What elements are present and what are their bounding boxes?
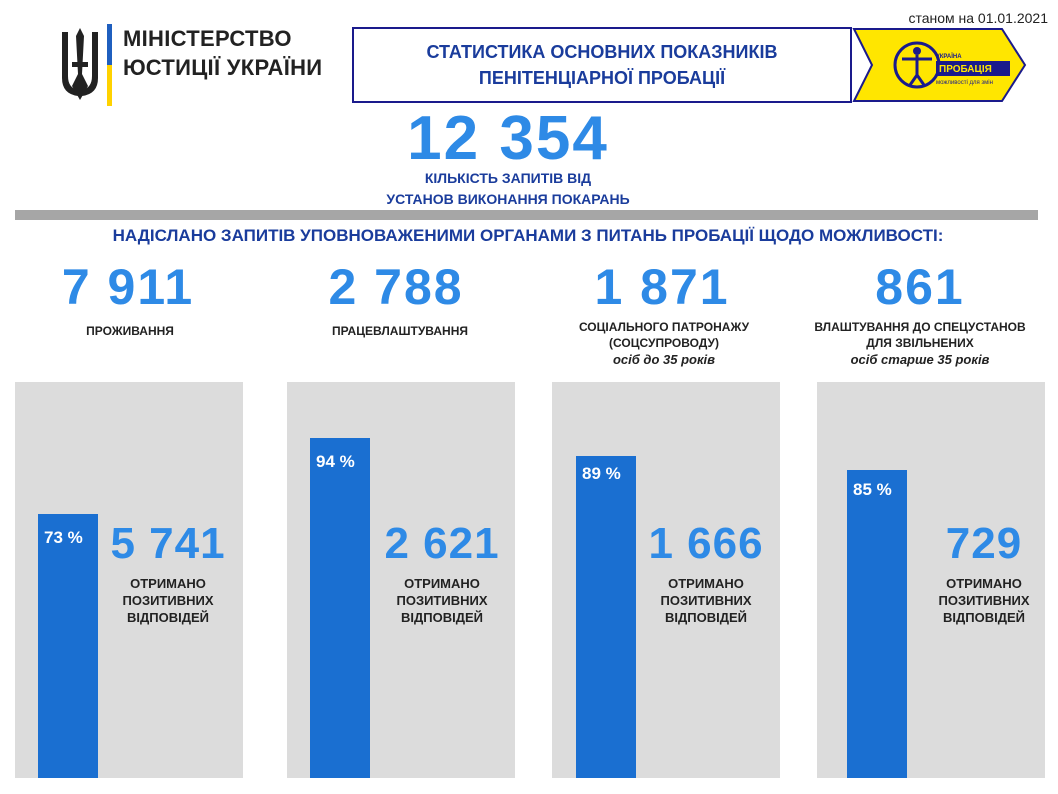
flag-stripe <box>107 24 112 106</box>
positive-label-line-3: ВІДПОВІДЕЙ <box>401 610 483 625</box>
total-label-line-2: УСТАНОВ ВИКОНАННЯ ПОКАРАНЬ <box>386 191 630 207</box>
positive-label-line-1: ОТРИМАНО <box>404 576 480 591</box>
category-label-line-2: ДЛЯ ЗВІЛЬНЕНИХ <box>866 336 974 350</box>
positive-label-line-1: ОТРИМАНО <box>130 576 206 591</box>
positive-label-line-2: ПОЗИТИВНИХ <box>122 593 214 608</box>
positive-label-line-2: ПОЗИТИВНИХ <box>938 593 1030 608</box>
category-label-line-1: ПРОЖИВАННЯ <box>86 324 174 338</box>
total-requests-value: 12 354 <box>407 104 609 173</box>
positive-label: ОТРИМАНО ПОЗИТИВНИХ ВІДПОВІДЕЙ <box>98 575 238 626</box>
percent-label: 94 % <box>316 452 355 471</box>
category-label-line-1: СОЦІАЛЬНОГО ПАТРОНАЖУ <box>578 320 750 334</box>
percent-label: 85 % <box>853 480 892 499</box>
percent-label: 73 % <box>44 528 83 547</box>
report-date: станом на 01.01.2021 <box>908 10 1048 26</box>
ministry-line-1: МІНІСТЕРСТВО <box>123 26 292 51</box>
requests-value: 861 <box>875 259 965 315</box>
report-title-line-1: СТАТИСТИКА ОСНОВНИХ ПОКАЗНИКІВ <box>426 42 778 62</box>
positive-label-line-3: ВІДПОВІДЕЙ <box>943 610 1025 625</box>
trident-icon <box>62 28 98 100</box>
requests-value: 2 788 <box>328 259 464 315</box>
category-label-line-1: ВЛАШТУВАННЯ ДО СПЕЦУСТАНОВ <box>814 320 1026 334</box>
logo-main-text: ПРОБАЦІЯ <box>939 64 992 75</box>
positive-value: 1 666 <box>648 519 764 568</box>
requests-value: 7 911 <box>61 259 195 315</box>
positive-label: ОТРИМАНО ПОЗИТИВНИХ ВІДПОВІДЕЙ <box>636 575 776 626</box>
positive-value: 2 621 <box>384 519 500 568</box>
report-title-line-2: ПЕНІТЕНЦІАРНОЇ ПРОБАЦІЇ <box>478 68 726 88</box>
positive-share-bar: 94 % <box>310 438 370 778</box>
ministry-line-2: ЮСТИЦІЇ УКРАЇНИ <box>123 55 323 80</box>
positive-label-line-2: ПОЗИТИВНИХ <box>396 593 488 608</box>
positive-label-line-1: ОТРИМАНО <box>668 576 744 591</box>
category-label: ПРОЖИВАННЯ <box>10 323 250 339</box>
report-title-box: СТАТИСТИКА ОСНОВНИХ ПОКАЗНИКІВ ПЕНІТЕНЦІ… <box>352 27 852 103</box>
positive-value: 5 741 <box>110 519 226 568</box>
positive-share-bar: 73 % <box>38 514 98 778</box>
category-label-italic: осіб до 35 років <box>612 352 716 367</box>
category-label: ВЛАШТУВАННЯ ДО СПЕЦУСТАНОВ ДЛЯ ЗВІЛЬНЕНИ… <box>800 319 1040 368</box>
category-label: СОЦІАЛЬНОГО ПАТРОНАЖУ (СОЦСУПРОВОДУ) осі… <box>544 319 784 368</box>
positive-label-line-3: ВІДПОВІДЕЙ <box>127 610 209 625</box>
ministry-name: МІНІСТЕРСТВО ЮСТИЦІЇ УКРАЇНИ <box>123 24 322 82</box>
category-label-italic: осіб старше 35 років <box>850 352 990 367</box>
category-label: ПРАЦЕВЛАШТУВАННЯ <box>280 323 520 339</box>
category-label-line-2: (СОЦСУПРОВОДУ) <box>609 336 719 350</box>
logo-top-text: УКРАЇНА <box>936 53 962 60</box>
positive-share-bar: 85 % <box>847 470 907 778</box>
positive-label: ОТРИМАНО ПОЗИТИВНИХ ВІДПОВІДЕЙ <box>914 575 1054 626</box>
category-label-line-1: ПРАЦЕВЛАШТУВАННЯ <box>331 324 468 338</box>
total-label-line-1: КІЛЬКІСТЬ ЗАПИТІВ ВІД <box>424 170 592 186</box>
positive-share-bar: 89 % <box>576 456 636 778</box>
requests-value: 1 871 <box>594 259 730 315</box>
positive-label-line-3: ВІДПОВІДЕЙ <box>665 610 747 625</box>
divider <box>15 210 1038 220</box>
probation-logo: УКРАЇНА ПРОБАЦІЯ можливості для змін <box>852 27 1027 103</box>
section-heading: НАДІСЛАНО ЗАПИТІВ УПОВНОВАЖЕНИМИ ОРГАНАМ… <box>112 226 944 245</box>
positive-label-line-1: ОТРИМАНО <box>946 576 1022 591</box>
positive-value: 729 <box>945 519 1023 568</box>
total-requests-label: КІЛЬКІСТЬ ЗАПИТІВ ВІД УСТАНОВ ВИКОНАННЯ … <box>0 168 1016 210</box>
positive-label: ОТРИМАНО ПОЗИТИВНИХ ВІДПОВІДЕЙ <box>372 575 512 626</box>
positive-label-line-2: ПОЗИТИВНИХ <box>660 593 752 608</box>
logo-bottom-text: можливості для змін <box>936 80 993 86</box>
percent-label: 89 % <box>582 464 621 483</box>
